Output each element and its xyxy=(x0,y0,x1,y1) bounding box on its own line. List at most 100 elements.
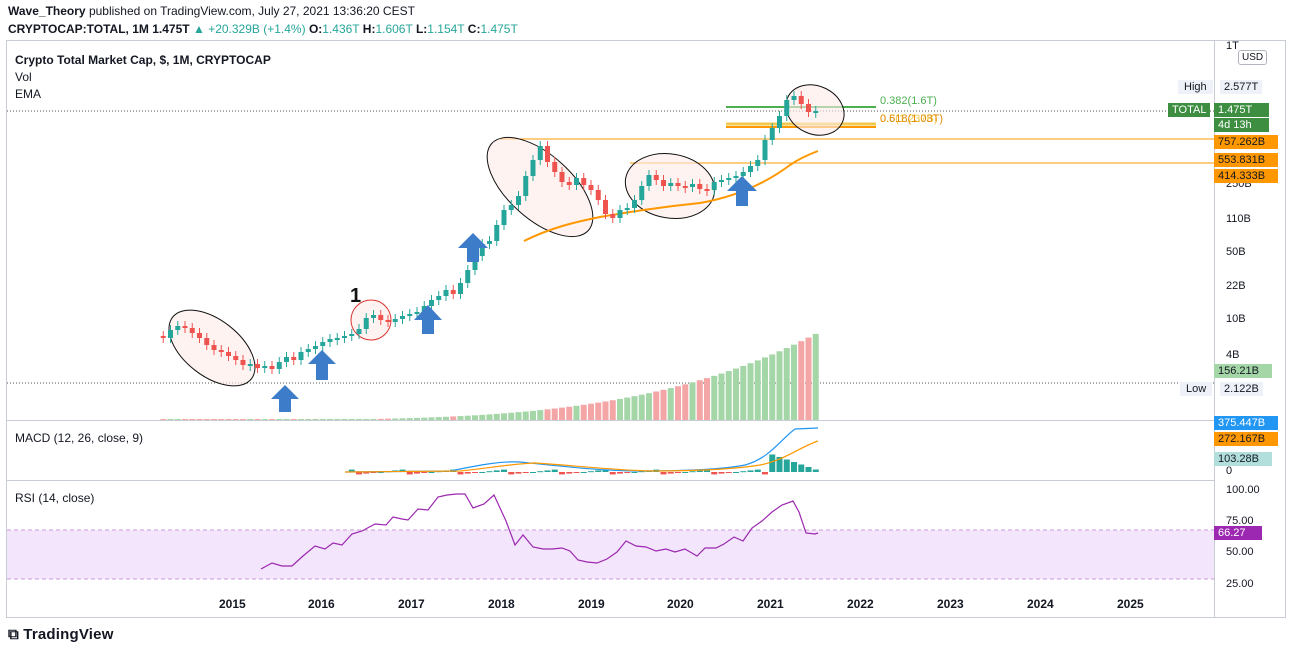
macd-hist-bar xyxy=(609,472,616,475)
candle xyxy=(175,326,181,330)
volume-bar xyxy=(733,368,739,420)
wave-label: 1 xyxy=(350,285,361,307)
total-price-badge: 1.475T xyxy=(1214,103,1269,117)
volume-bar xyxy=(501,413,507,420)
tradingview-logo[interactable]: ⧉ TradingView xyxy=(8,626,114,643)
volume-bar xyxy=(551,408,558,420)
macd-hist-bar xyxy=(725,472,732,473)
ema-legend[interactable]: EMA xyxy=(15,87,42,101)
price-tick: 1T xyxy=(1226,40,1239,52)
volume-bar xyxy=(740,365,747,420)
close-value: 1.475T xyxy=(480,22,518,36)
volume-bar xyxy=(762,357,768,420)
macd-hist-bar xyxy=(762,472,768,475)
macd-hist-bar xyxy=(733,472,739,473)
fib-label-382: 0.382(1.6T) xyxy=(880,95,937,107)
volume-bar xyxy=(261,419,268,420)
macd-hist-bar xyxy=(530,472,536,473)
volume-bar xyxy=(276,419,283,420)
candle xyxy=(284,357,289,362)
vol-legend[interactable]: Vol xyxy=(15,70,32,84)
macd-hist-bar xyxy=(464,472,471,474)
price-tick: 22B xyxy=(1226,280,1246,292)
candle xyxy=(385,320,391,322)
macd-hist-bar xyxy=(798,464,805,472)
macd-hist-bar xyxy=(406,472,413,475)
candle xyxy=(501,210,507,225)
open-value: 1.436T xyxy=(322,22,360,36)
candle xyxy=(204,338,210,345)
volume-bar xyxy=(646,393,652,420)
macd-hist-bar xyxy=(522,472,529,473)
author-name[interactable]: Wave_Theory xyxy=(8,4,86,18)
candle xyxy=(711,182,717,190)
level-badge-553: 553.831B xyxy=(1214,153,1278,167)
macd-pane-separator[interactable] xyxy=(6,420,1214,421)
volume-bar xyxy=(522,411,529,420)
volume-bar xyxy=(450,416,457,420)
volume-bar xyxy=(247,419,254,420)
rsi-legend[interactable]: RSI (14, close) xyxy=(15,491,95,505)
volume-bar xyxy=(798,341,805,420)
chart-frame[interactable] xyxy=(6,40,1286,618)
last-price: 1.475T xyxy=(152,22,190,36)
candle xyxy=(798,96,804,104)
candle xyxy=(436,296,442,300)
volume-bar xyxy=(711,375,718,420)
volume-bars xyxy=(160,333,819,420)
volume-bar xyxy=(754,360,761,420)
macd-line xyxy=(344,427,819,473)
candle xyxy=(574,178,579,185)
candle xyxy=(400,316,405,319)
candle xyxy=(523,176,529,196)
candle xyxy=(233,356,239,360)
candle xyxy=(465,270,471,283)
candle xyxy=(791,96,797,100)
ema-line[interactable] xyxy=(523,150,819,242)
time-tick: 2024 xyxy=(1027,597,1054,611)
macd-badge: 375.447B xyxy=(1214,416,1278,430)
candle xyxy=(378,315,384,320)
macd-hist-bar xyxy=(573,472,580,473)
candle xyxy=(160,336,166,338)
volume-bar xyxy=(167,419,174,420)
candle xyxy=(653,175,659,180)
candle xyxy=(320,342,326,346)
volume-bar xyxy=(718,373,725,420)
up-arrow-icon xyxy=(271,176,757,412)
volume-bar xyxy=(421,417,428,420)
volume-bar xyxy=(566,406,573,420)
annotation-ellipse[interactable] xyxy=(470,120,609,255)
volume-bar xyxy=(602,401,609,420)
volume-bar xyxy=(385,418,391,420)
volume-bar xyxy=(537,410,544,420)
chart-title: Crypto Total Market Cap, $, 1M, CRYPTOCA… xyxy=(15,53,271,67)
volume-bar xyxy=(573,405,580,420)
volume-bar xyxy=(783,348,790,420)
macd-hist-bar xyxy=(537,471,544,473)
candle xyxy=(588,185,594,190)
volume-bar xyxy=(298,419,304,420)
currency-button[interactable]: USD xyxy=(1238,50,1268,65)
candle xyxy=(262,366,268,368)
macd-hist-bar xyxy=(414,472,420,474)
signal-badge: 272.167B xyxy=(1214,432,1278,446)
volume-bar xyxy=(675,386,681,420)
candle xyxy=(610,214,616,218)
candle xyxy=(690,184,695,187)
rsi-line xyxy=(260,493,819,570)
candle xyxy=(363,318,369,329)
macd-hist-bar xyxy=(711,472,718,475)
volume-bar xyxy=(356,419,362,420)
rsi-pane-separator[interactable] xyxy=(6,480,1214,481)
volume-bar xyxy=(493,413,500,420)
candle xyxy=(646,175,652,186)
time-tick: 2022 xyxy=(847,597,874,611)
candle xyxy=(414,312,420,314)
macd-legend[interactable]: MACD (12, 26, close, 9) xyxy=(15,431,144,445)
candle xyxy=(704,189,710,191)
candle xyxy=(168,330,173,338)
macd-hist-bar xyxy=(356,472,362,475)
high-label: High xyxy=(1178,80,1213,94)
